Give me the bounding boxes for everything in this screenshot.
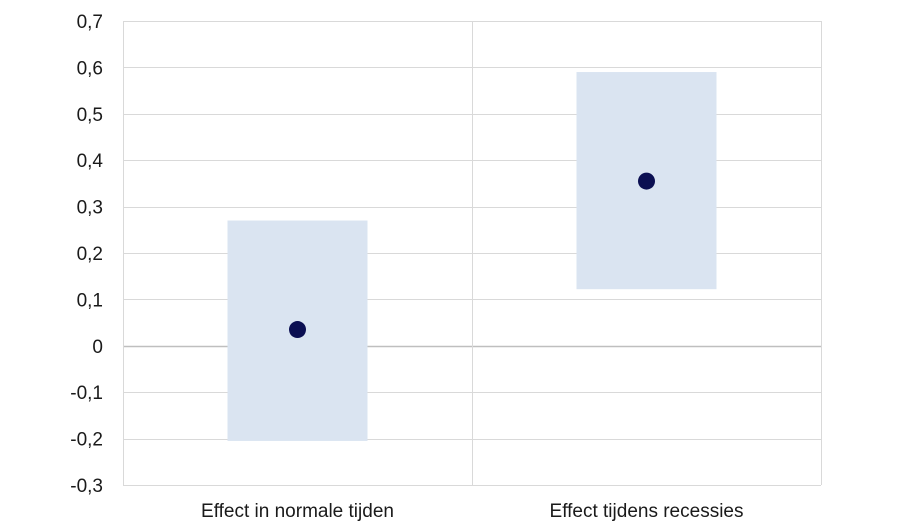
y-tick-label: 0,1 <box>77 290 103 311</box>
x-axis-category-labels: Effect in normale tijden Effect tijdens r… <box>201 501 743 522</box>
y-tick-label: 0,3 <box>77 198 103 219</box>
y-tick-label: 0,7 <box>77 12 103 33</box>
x-category-label: Effect in normale tijden <box>201 501 394 522</box>
y-tick-label: -0,1 <box>70 383 103 404</box>
y-axis-tick-labels: 0,7 0,6 0,5 0,4 0,3 0,2 0,1 0 -0,1 -0,2 -0,3 <box>70 12 103 497</box>
point-estimate <box>638 172 655 190</box>
y-tick-label: 0,4 <box>77 151 104 172</box>
y-tick-label: 0,2 <box>77 244 103 265</box>
y-tick-label: 0 <box>92 337 103 358</box>
y-tick-label: -0,3 <box>70 476 103 497</box>
point-estimate <box>289 321 306 339</box>
x-category-label: Effect tijdens recessies <box>550 501 744 522</box>
point-layer <box>289 172 655 339</box>
y-tick-label: -0,2 <box>70 430 103 451</box>
y-tick-label: 0,6 <box>77 58 103 79</box>
y-tick-label: 0,5 <box>77 105 103 126</box>
